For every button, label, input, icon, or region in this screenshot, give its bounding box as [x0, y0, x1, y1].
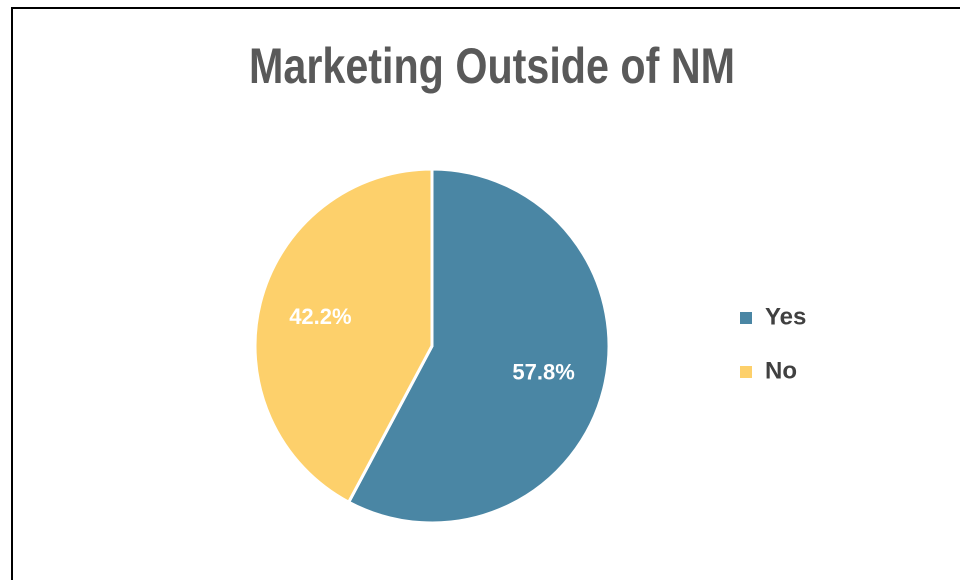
data-label: 42.2%	[289, 304, 351, 329]
chart-title: Marketing Outside of NM	[249, 38, 735, 94]
legend-swatch	[740, 312, 752, 324]
legend-label: No	[765, 357, 797, 384]
data-label: 57.8%	[512, 360, 574, 385]
pie-slice	[253, 167, 434, 505]
legend-label: Yes	[765, 303, 806, 330]
pie-slice	[346, 167, 611, 525]
legend-swatch	[740, 366, 752, 378]
